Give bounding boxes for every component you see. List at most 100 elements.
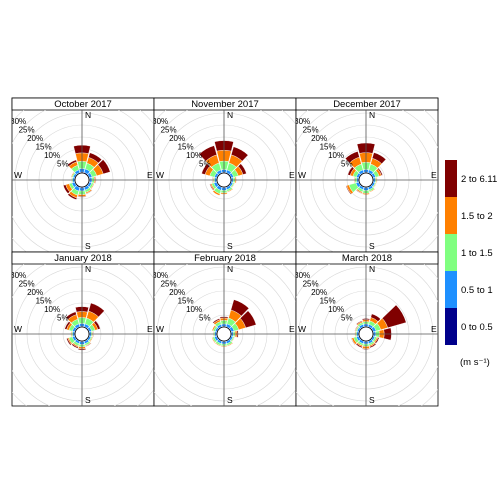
windrose-panel: November 2017 5%10%15%20%25%30% N E S W [152,97,297,253]
rose-segment [65,311,77,320]
rose-segment [377,167,383,176]
calm-circle [216,326,232,342]
radial-tick-label: 30% [294,271,310,280]
windrose-panel: December 2017 5%10%15%20%25%30% N E S W [294,97,439,253]
windrose-panel: October 2017 5%10%15%20%25%30% N E S W [10,97,155,253]
rose-segment [231,336,235,342]
radial-tick-label: 5% [57,314,69,323]
rose-segment [237,163,247,175]
legend-label: 1.5 to 2 [461,211,493,222]
rose-segment [63,184,70,194]
radial-tick-label: 10% [328,151,344,160]
radial-tick-label: 5% [341,314,353,323]
rose-segment [355,343,363,349]
calm-circle [216,172,232,188]
legend-swatch [445,160,457,197]
direction-label: E [289,170,295,180]
legend-swatch [445,271,457,308]
direction-label: S [227,395,233,405]
rose-segment [354,325,359,332]
rose-segment [214,342,221,347]
rose-segment [67,193,78,200]
radial-tick-label: 25% [19,280,35,289]
radial-tick-label: 15% [320,143,336,152]
direction-label: W [14,324,22,334]
panel-plot-area: 5%10%15%20%25%30% N E S W [154,264,296,406]
rose-segment [231,182,235,188]
rose-segment [211,337,216,344]
speed-legend: 2 to 6.11 1.5 to 2 1 to 1.5 0.5 to 1 0 to 0.… [445,160,497,368]
legend-swatch [445,234,457,271]
radial-tick-label: 25% [303,280,319,289]
legend-label: 2 to 6.11 [461,174,497,185]
panel-strip [295,97,439,111]
rose-segment [356,320,363,325]
radial-tick-label: 30% [152,117,168,126]
radial-tick-label: 15% [36,143,52,152]
rose-segment [355,189,363,194]
panel-title: March 2018 [342,253,392,264]
radial-tick-label: 10% [44,305,60,314]
rose-segment [347,166,355,176]
panel-grid: October 20175%10%15%20%25%30%NESWNovembe… [10,97,439,407]
rose-segment [345,185,352,195]
panel-plot-area: 5%10%15%20%25%30% N E S W [294,264,438,406]
radial-tick-label: 30% [10,271,26,280]
direction-label: E [289,324,295,334]
radial-tick-label: 25% [161,126,177,135]
radial-tick-label: 25% [161,280,177,289]
windrose-panel: March 2018 5%10%15%20%25%30% N E S W [294,251,439,407]
direction-label: S [85,241,91,251]
rose-segment [85,342,92,347]
rose-segment [198,145,218,162]
radial-tick-label: 15% [178,143,194,152]
rose-segment [373,182,377,188]
rose-segment [239,310,257,329]
direction-label: S [369,241,375,251]
radial-tick-label: 5% [57,160,69,169]
direction-label: S [85,395,91,405]
rose-segment [381,304,407,329]
panel-plot-area: 5%10%15%20%25%30% N E S W [10,264,154,406]
legend-unit: (m s⁻¹) [460,357,490,368]
legend-label: 0 to 0.5 [461,322,493,333]
direction-label: E [147,170,153,180]
radial-tick-label: 30% [294,117,310,126]
legend-swatch [445,308,457,345]
rose-segment [66,337,72,346]
direction-label: W [156,324,164,334]
panel-title: October 2017 [54,99,112,110]
legend-label: 1 to 1.5 [461,248,493,259]
legend-swatch [445,197,457,234]
panel-title: February 2018 [194,253,256,264]
radial-tick-label: 20% [311,288,327,297]
direction-label: N [369,264,375,274]
rose-segment [374,337,380,344]
radial-tick-label: 30% [10,117,26,126]
radial-tick-label: 20% [27,288,43,297]
panel-title: November 2017 [191,99,259,110]
radial-tick-label: 10% [328,305,344,314]
radial-tick-label: 5% [199,314,211,323]
direction-label: W [298,324,306,334]
panel-plot-area: 5%10%15%20%25%30% N E S W [294,110,438,252]
radial-tick-label: 5% [199,160,211,169]
rose-segment [93,320,101,330]
radial-tick-label: 20% [27,134,43,143]
direction-label: N [85,110,91,120]
direction-label: N [369,110,375,120]
radial-tick-label: 15% [36,297,52,306]
direction-label: W [14,170,22,180]
direction-label: N [85,264,91,274]
rose-segment [212,190,221,196]
direction-label: N [227,264,233,274]
legend-label: 0.5 to 1 [461,285,493,296]
radial-tick-label: 20% [169,134,185,143]
radial-tick-label: 15% [320,297,336,306]
panel-strip [295,251,439,265]
rose-segment [67,159,78,167]
panel-title: January 2018 [54,253,112,264]
direction-label: E [431,324,437,334]
radial-tick-label: 20% [169,288,185,297]
